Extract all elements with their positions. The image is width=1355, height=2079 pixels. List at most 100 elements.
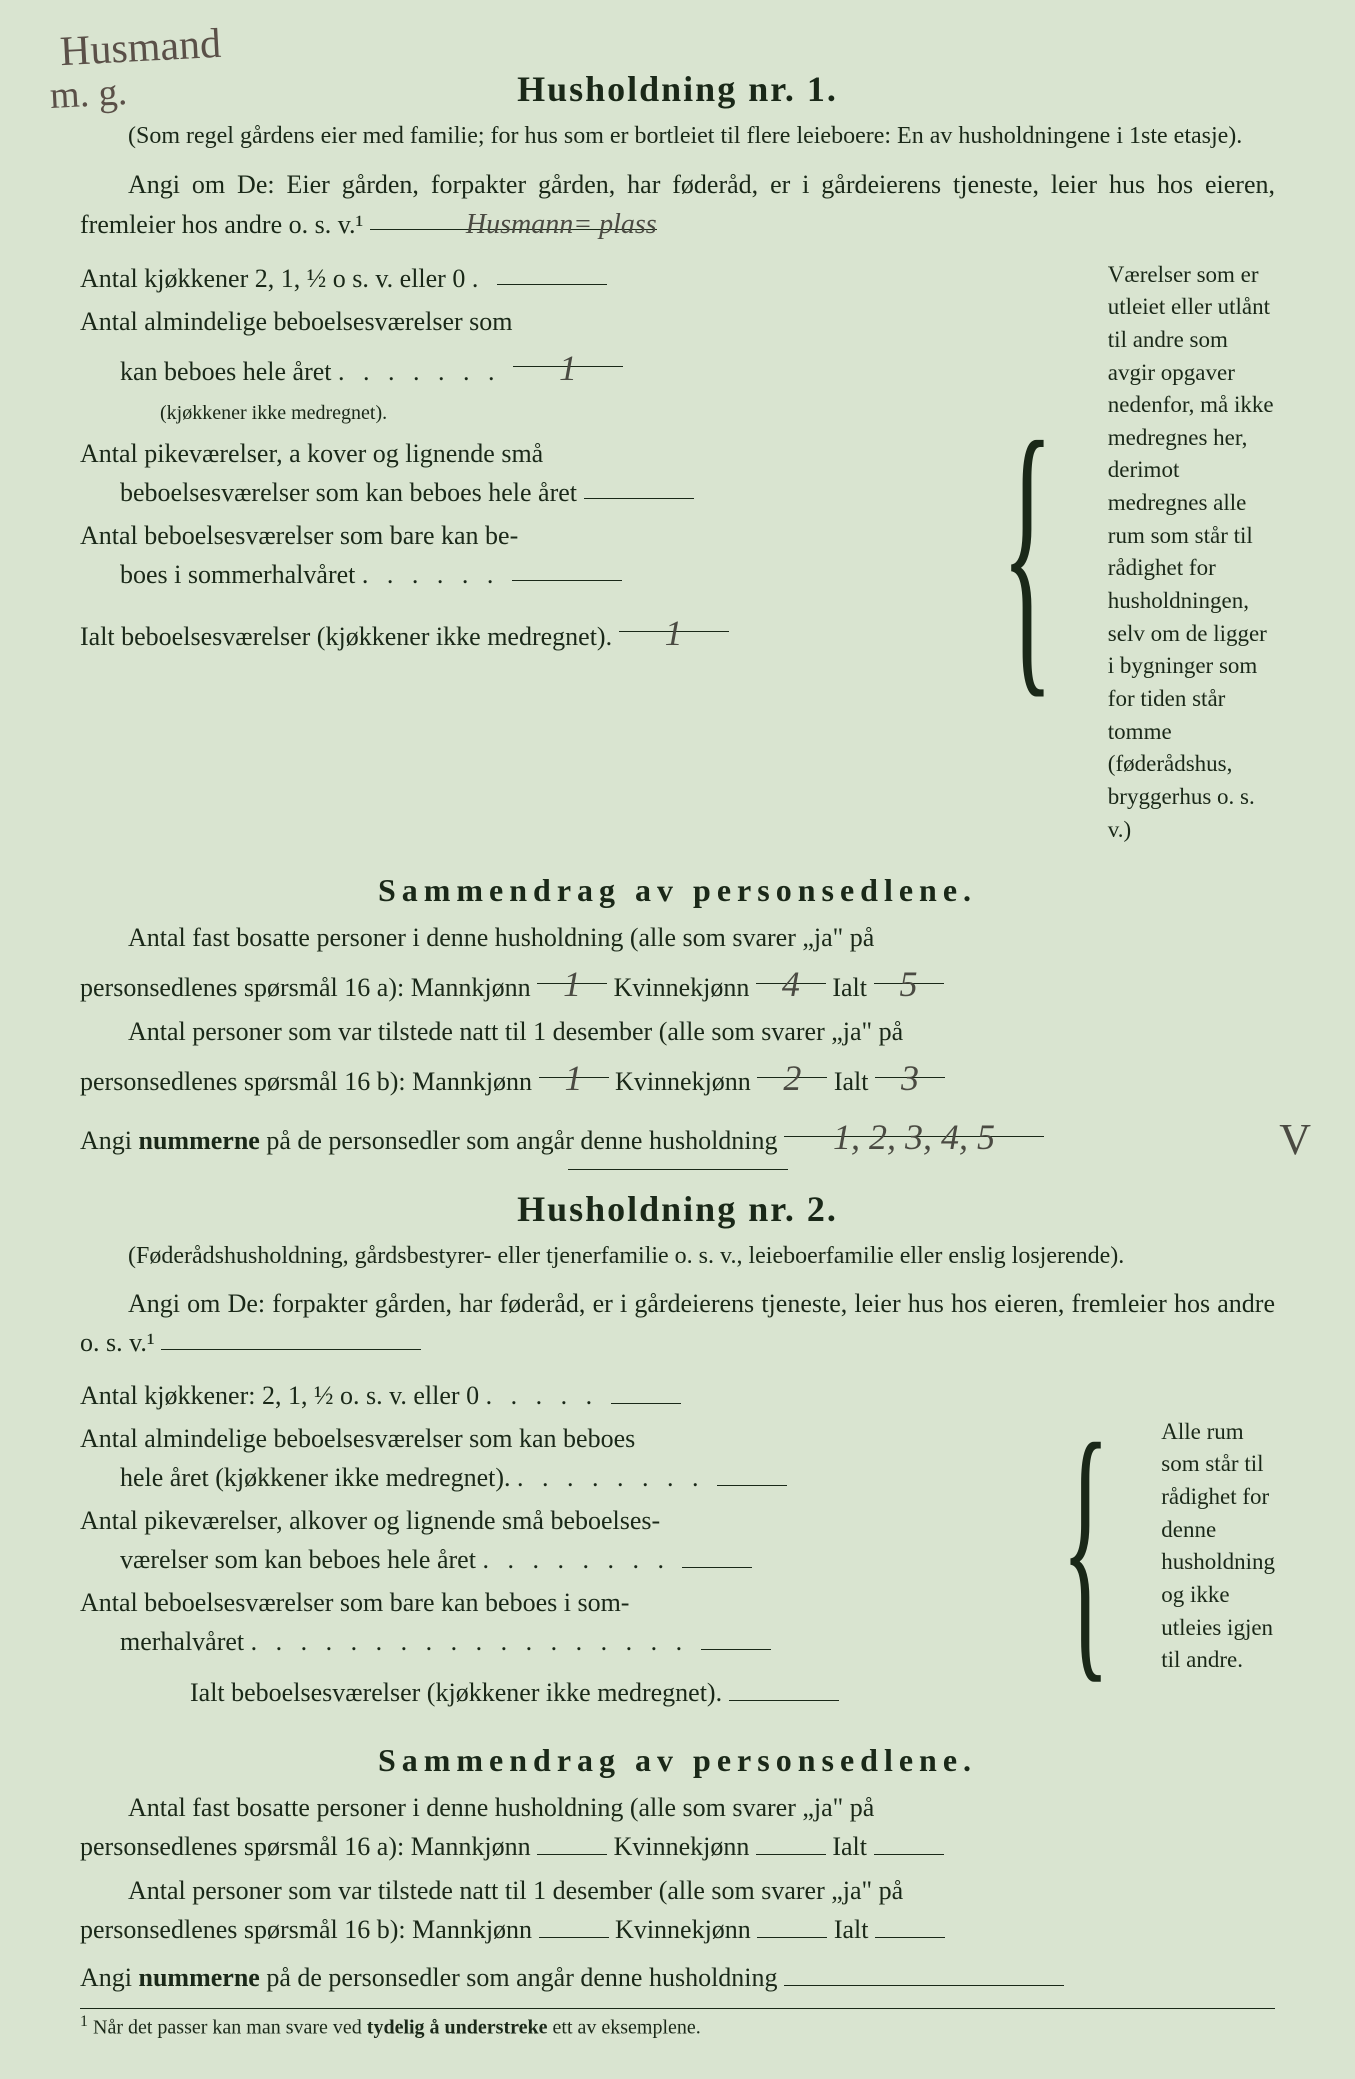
q16b-m-field[interactable]: 1 bbox=[539, 1052, 609, 1078]
q16b-k-field[interactable]: 2 bbox=[757, 1052, 827, 1078]
numline2: Angi nummerne på de personsedler som ang… bbox=[80, 1959, 1275, 1997]
q16a-k-val: 4 bbox=[782, 958, 800, 1011]
q2-alm: Antal almindelige beboelsesværelser som … bbox=[80, 1419, 1012, 1497]
q16a-m-field[interactable]: 1 bbox=[537, 958, 607, 984]
q2-kjokken-label: Antal kjøkkener: 2, 1, ½ o. s. v. eller … bbox=[80, 1381, 479, 1410]
angi-value-field[interactable]: Husmann= plass bbox=[370, 204, 657, 230]
q16a-k-field[interactable]: 4 bbox=[756, 958, 826, 984]
q2-16b-a: Antal personer som var tilstede natt til… bbox=[128, 1876, 903, 1905]
q2-alm-field[interactable] bbox=[717, 1460, 787, 1486]
q16a-i-field[interactable]: 5 bbox=[874, 958, 944, 984]
section-1-sidenote: { Værelser som er utleiet eller utlånt t… bbox=[975, 259, 1275, 847]
q16b-k-val: 2 bbox=[783, 1052, 801, 1105]
section-1-angi: Angi om De: Eier gården, forpakter gårde… bbox=[80, 166, 1275, 245]
checkmark-icon: V bbox=[1279, 1107, 1311, 1172]
divider bbox=[568, 1169, 788, 1170]
section-1-sammendrag-title: Sammendrag av personsedlene. bbox=[80, 872, 1275, 909]
q16b-m-val: 1 bbox=[565, 1052, 583, 1105]
numline-field[interactable]: 1, 2, 3, 4, 5 bbox=[784, 1111, 1044, 1137]
q16a-lbl-k: Kvinnekjønn bbox=[614, 973, 750, 1002]
q16b-i-field[interactable]: 3 bbox=[875, 1052, 945, 1078]
q16b-line2: personsedlenes spørsmål 16 b): Mannkjønn… bbox=[80, 1052, 1275, 1101]
q-kjokken-field[interactable] bbox=[497, 259, 607, 285]
q2-16a-line2: personsedlenes spørsmål 16 a): Mannkjønn… bbox=[80, 1828, 1275, 1866]
q-ialt-label: Ialt beboelsesværelser (kjøkkener ikke m… bbox=[80, 622, 612, 651]
section-1-sidenote-text: Værelser som er utleiet eller utlånt til… bbox=[1108, 259, 1275, 847]
brace-icon: { bbox=[1001, 405, 1053, 700]
q-alm-field[interactable]: 1 bbox=[513, 341, 623, 367]
section-1-intro: (Som regel gårdens eier med familie; for… bbox=[80, 120, 1275, 154]
q16a-b: personsedlenes spørsmål 16 a): Mannkjønn bbox=[80, 973, 531, 1002]
numline2-field[interactable] bbox=[784, 1960, 1064, 1986]
q16a: Antal fast bosatte personer i denne hush… bbox=[80, 919, 1275, 957]
q2-sommer-b: merhalvåret bbox=[80, 1627, 244, 1656]
q2-kjokken: Antal kjøkkener: 2, 1, ½ o. s. v. eller … bbox=[80, 1376, 1012, 1415]
section-2-sammendrag-title: Sammendrag av personsedlene. bbox=[80, 1742, 1275, 1779]
q2-ialt-field[interactable] bbox=[729, 1675, 839, 1701]
q2-pike-a: Antal pikeværelser, alkover og lignende … bbox=[80, 1506, 660, 1535]
q-pike-label-a: Antal pikeværelser, a kover og lignende … bbox=[80, 439, 543, 468]
q2-16a-a: Antal fast bosatte personer i denne hush… bbox=[128, 1793, 874, 1822]
q-alm-sub: (kjøkkener ikke medregnet). bbox=[80, 402, 387, 424]
q-ialt-field[interactable]: 1 bbox=[619, 606, 729, 632]
q-ialt: Ialt beboelsesværelser (kjøkkener ikke m… bbox=[80, 606, 949, 656]
q-alm: Antal almindelige beboelsesværelser som … bbox=[80, 302, 949, 430]
q-sommer-field[interactable] bbox=[512, 555, 622, 581]
q2-16b-lbl-i: Ialt bbox=[834, 1915, 869, 1944]
q2-16b: Antal personer som var tilstede natt til… bbox=[80, 1872, 1275, 1910]
q2-16a-m-field[interactable] bbox=[537, 1829, 607, 1855]
footnote-rule bbox=[80, 2008, 1275, 2009]
q-pike-label-b: beboelsesværelser som kan beboes hele år… bbox=[80, 478, 577, 507]
q2-ialt: Ialt beboelsesværelser (kjøkkener ikke m… bbox=[80, 1673, 1012, 1712]
q-ialt-val: 1 bbox=[665, 606, 683, 660]
q2-sommer-a: Antal beboelsesværelser som bare kan beb… bbox=[80, 1588, 629, 1617]
q16b: Antal personer som var tilstede natt til… bbox=[80, 1013, 1275, 1051]
q-kjokken: Antal kjøkkener 2, 1, ½ o s. v. eller 0 … bbox=[80, 259, 949, 298]
q2-pike-b: værelser som kan beboes hele året bbox=[80, 1545, 476, 1574]
q2-16b-line2: personsedlenes spørsmål 16 b): Mannkjønn… bbox=[80, 1911, 1275, 1949]
angi-handwritten: Husmann= plass bbox=[418, 204, 657, 245]
section-2-sidenote: { Alle rum som står til rådighet for den… bbox=[1038, 1376, 1275, 1716]
q2-16a-b: personsedlenes spørsmål 16 a): Mannkjønn bbox=[80, 1832, 531, 1861]
handwritten-topnote-2: m. g. bbox=[49, 70, 128, 118]
q2-16b-k-field[interactable] bbox=[757, 1912, 827, 1938]
q16b-a: Antal personer som var tilstede natt til… bbox=[128, 1017, 903, 1046]
q2-ialt-label: Ialt beboelsesværelser (kjøkkener ikke m… bbox=[190, 1678, 722, 1707]
q2-alm-b: hele året (kjøkkener ikke medregnet). bbox=[80, 1463, 511, 1492]
q2-sommer-field[interactable] bbox=[701, 1624, 771, 1650]
section-2-sidenote-text: Alle rum som står til rådighet for denne… bbox=[1161, 1416, 1275, 1677]
handwritten-topnote-1: Husmand bbox=[59, 20, 222, 76]
numline-val: 1, 2, 3, 4, 5 bbox=[833, 1111, 995, 1164]
q2-kjokken-field[interactable] bbox=[611, 1378, 681, 1404]
q2-16a-k-field[interactable] bbox=[756, 1829, 826, 1855]
angi-text: Angi om De: Eier gården, forpakter gårde… bbox=[80, 170, 1275, 239]
q16a-m-val: 1 bbox=[563, 958, 581, 1011]
q-sommer-label-b: boes i sommerhalvåret bbox=[80, 560, 355, 589]
q-alm-label-a: Antal almindelige beboelsesværelser som bbox=[80, 307, 513, 336]
q2-16a: Antal fast bosatte personer i denne hush… bbox=[80, 1789, 1275, 1827]
q-sommer: Antal beboelsesværelser som bare kan be-… bbox=[80, 516, 949, 594]
q-pike: Antal pikeværelser, a kover og lignende … bbox=[80, 434, 949, 512]
brace-icon-2: { bbox=[1061, 1408, 1110, 1684]
q-alm-label-b: kan beboes hele året bbox=[80, 357, 332, 386]
section-1-title: Husholdning nr. 1. bbox=[80, 68, 1275, 110]
section-2-angi: Angi om De: forpakter gården, har føderå… bbox=[80, 1285, 1275, 1362]
q2-16b-m-field[interactable] bbox=[539, 1912, 609, 1938]
numline: Angi nummerne på de personsedler som ang… bbox=[80, 1111, 1275, 1160]
q16a-a: Antal fast bosatte personer i denne hush… bbox=[128, 923, 874, 952]
q2-16a-i-field[interactable] bbox=[874, 1829, 944, 1855]
q-sommer-label-a: Antal beboelsesværelser som bare kan be- bbox=[80, 521, 518, 550]
section-2-rooms-block: Antal kjøkkener: 2, 1, ½ o. s. v. eller … bbox=[80, 1376, 1275, 1716]
angi2-field[interactable] bbox=[161, 1324, 421, 1350]
q2-16a-lbl-i: Ialt bbox=[832, 1832, 867, 1861]
q2-16b-i-field[interactable] bbox=[875, 1912, 945, 1938]
q16a-lbl-i: Ialt bbox=[832, 973, 867, 1002]
q2-16b-b: personsedlenes spørsmål 16 b): Mannkjønn bbox=[80, 1915, 532, 1944]
section-1-rooms-block: Antal kjøkkener 2, 1, ½ o s. v. eller 0 … bbox=[80, 259, 1275, 847]
q2-sommer: Antal beboelsesværelser som bare kan beb… bbox=[80, 1583, 1012, 1661]
q2-16b-lbl-k: Kvinnekjønn bbox=[615, 1915, 751, 1944]
q2-alm-a: Antal almindelige beboelsesværelser som … bbox=[80, 1424, 635, 1453]
q2-pike-field[interactable] bbox=[682, 1542, 752, 1568]
q-pike-field[interactable] bbox=[584, 473, 694, 499]
q16b-lbl-k: Kvinnekjønn bbox=[615, 1067, 751, 1096]
